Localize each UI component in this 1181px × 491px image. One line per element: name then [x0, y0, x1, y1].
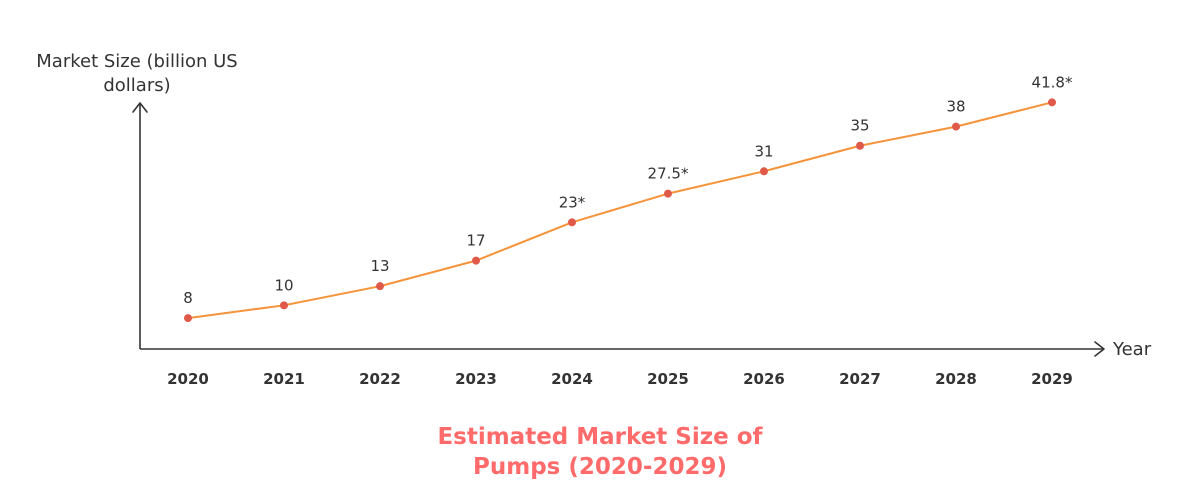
y-axis-label-line-1: Market Size (billion US: [36, 51, 238, 72]
data-point: [568, 218, 576, 227]
data-point: [280, 301, 288, 310]
x-axis: [140, 341, 1105, 357]
data-point: [184, 314, 192, 323]
x-tick-label: 2028: [935, 370, 977, 388]
data-label: 35: [850, 117, 869, 135]
data-label: 10: [274, 276, 293, 294]
x-tick-label: 2025: [647, 370, 689, 388]
data-point: [472, 256, 480, 265]
x-axis-arrow-icon: [1094, 341, 1105, 357]
x-tick-label: 2029: [1031, 370, 1073, 388]
x-tick-label: 2022: [359, 370, 401, 388]
market-size-series: 8 10 13 17 23* 27.5* 31 35 38 41.8*: [183, 73, 1073, 323]
data-point: [664, 189, 672, 198]
series-line: [187, 101, 1053, 320]
data-label: 23*: [559, 193, 586, 211]
data-label: 41.8*: [1032, 73, 1073, 91]
x-tick-label: 2024: [551, 370, 593, 388]
chart-title-line-1: Estimated Market Size of: [437, 424, 763, 450]
data-label: 17: [466, 232, 485, 250]
data-point: [856, 141, 864, 150]
y-axis-arrow-icon: [132, 102, 148, 113]
data-label: 31: [754, 142, 773, 160]
data-label: 27.5*: [648, 165, 689, 183]
y-axis: [132, 102, 148, 349]
data-point: [952, 122, 960, 131]
x-tick-label: 2026: [743, 370, 785, 388]
y-axis-label-line-2: dollars): [103, 75, 171, 96]
x-tick-label: 2027: [839, 370, 881, 388]
x-tick-label: 2021: [263, 370, 305, 388]
data-point: [1048, 98, 1056, 107]
chart-title-line-2: Pumps (2020-2029): [473, 454, 727, 480]
data-label: 38: [946, 98, 965, 116]
x-tick-label: 2023: [455, 370, 497, 388]
data-point: [760, 167, 768, 176]
x-axis-label: Year: [1113, 339, 1152, 360]
x-tick-label: 2020: [167, 370, 209, 388]
chart-title: Estimated Market Size of Pumps (2020-202…: [390, 422, 810, 482]
x-tick-labels: 2020 2021 2022 2023 2024 2025 2026 2027 2028 2029: [167, 370, 1073, 388]
data-label: 8: [183, 289, 193, 307]
data-label: 13: [370, 257, 389, 275]
data-point: [376, 282, 384, 291]
y-axis-label: Market Size (billion US dollars): [22, 50, 252, 98]
